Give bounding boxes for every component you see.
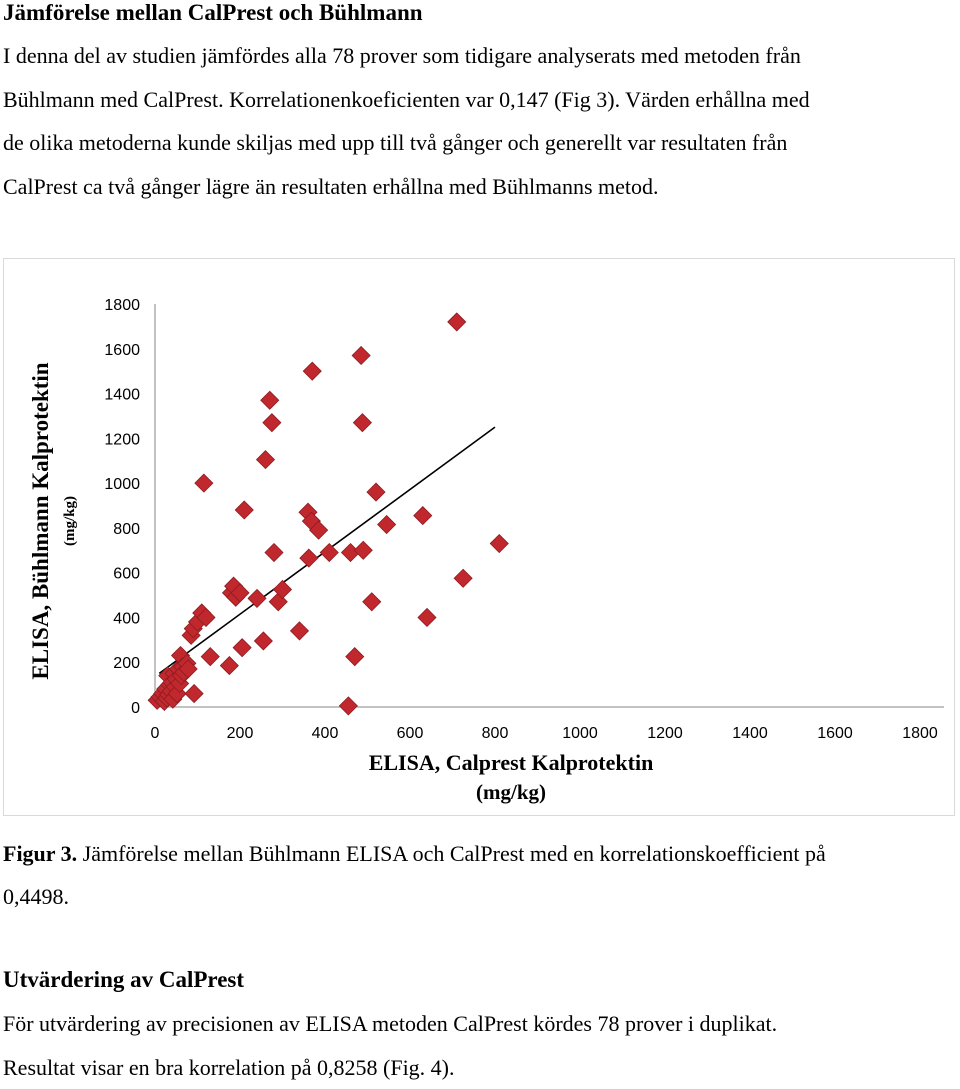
data-point xyxy=(219,656,239,676)
data-point xyxy=(351,345,371,366)
y-tick-label: 1600 xyxy=(104,342,140,359)
data-point xyxy=(234,500,254,520)
data-point xyxy=(253,631,273,651)
paragraph-line: I denna del av studien jämfördes alla 78… xyxy=(3,43,801,68)
y-tick-label: 0 xyxy=(131,700,140,717)
data-point xyxy=(345,647,365,667)
paragraph-line: de olika metoderna kunde skiljas med upp… xyxy=(3,130,788,156)
x-tick-label: 1400 xyxy=(732,725,768,742)
x-tick-label: 200 xyxy=(227,725,254,742)
y-tick-label: 400 xyxy=(113,610,140,627)
data-point xyxy=(184,684,204,704)
y-tick-label: 200 xyxy=(113,655,140,672)
data-point xyxy=(413,506,433,526)
y-tick-label: 1000 xyxy=(104,476,140,493)
x-tick-label: 1600 xyxy=(817,725,853,742)
figure-caption: Figur 3. Jämförelse mellan Bühlmann ELIS… xyxy=(3,832,960,918)
data-point xyxy=(230,583,250,603)
data-point xyxy=(417,607,437,628)
y-tick-label: 600 xyxy=(113,566,140,583)
chart-axes xyxy=(154,304,944,708)
x-tick-label: 1800 xyxy=(902,725,938,742)
data-point xyxy=(255,450,276,470)
y-axis-label: ELISA, Bühlmann Kalprotektin xyxy=(28,362,53,679)
figure-3-chart: 0 200 400 600 800 1000 1200 1400 1600 1800 0 200 40… xyxy=(3,258,955,816)
data-point xyxy=(299,548,319,568)
section-heading-evaluation: Utvärdering av CalPrest xyxy=(3,967,245,992)
x-axis-label: ELISA, Calprest Kalprotektin xyxy=(369,750,654,775)
caption-text: Jämförelse mellan Bühlmann ELISA och Cal… xyxy=(77,841,826,866)
caption-label: Figur 3. xyxy=(3,841,78,866)
data-point xyxy=(447,312,467,332)
data-point xyxy=(289,621,310,641)
x-axis-unit: (mg/kg) xyxy=(476,780,546,804)
data-point xyxy=(309,520,329,540)
data-point xyxy=(247,588,267,608)
evaluation-paragraph: För utvärdering av precisionen av ELISA … xyxy=(3,1002,960,1089)
data-point xyxy=(194,473,214,493)
y-tick-label: 800 xyxy=(113,521,140,538)
data-point xyxy=(200,647,220,667)
data-point xyxy=(262,413,282,433)
data-point xyxy=(362,592,382,612)
section-heading-comparison: Jämförelse mellan CalPrest och Bühlmann xyxy=(3,0,423,25)
data-point xyxy=(272,579,293,600)
data-point xyxy=(178,659,198,679)
data-point xyxy=(453,568,473,588)
data-point xyxy=(264,542,284,563)
data-point xyxy=(196,607,216,628)
x-tick-labels: 0 200 400 600 800 1000 1200 1400 1600 1800 xyxy=(151,725,938,742)
data-point xyxy=(366,482,386,502)
scatter-chart: 0 200 400 600 800 1000 1200 1400 1600 1800 0 200 40… xyxy=(28,297,944,804)
paragraph-line: Resultat visar en bra korrelation på 0,8… xyxy=(3,1054,455,1080)
data-point xyxy=(353,540,373,560)
y-tick-label: 1400 xyxy=(104,387,140,404)
y-tick-label: 1800 xyxy=(104,297,140,314)
x-tick-label: 600 xyxy=(397,725,424,742)
x-tick-label: 1200 xyxy=(647,725,683,742)
caption-line-2: 0,4498. xyxy=(3,884,69,909)
y-tick-label: 1200 xyxy=(104,431,140,448)
data-point xyxy=(352,413,372,433)
data-point xyxy=(302,361,322,381)
x-tick-label: 800 xyxy=(482,725,509,742)
paragraph-line: Bühlmann med CalPrest. Korrelationenkoef… xyxy=(3,86,810,112)
paragraph-line: För utvärdering av precisionen av ELISA … xyxy=(3,1011,778,1036)
comparison-paragraph: I denna del av studien jämfördes alla 78… xyxy=(3,34,960,208)
data-point xyxy=(338,696,358,716)
data-point xyxy=(232,638,252,658)
data-point xyxy=(260,390,280,410)
data-point xyxy=(319,542,339,563)
y-axis-unit: (mg/kg) xyxy=(62,496,78,546)
y-tick-labels: 0 200 400 600 800 1000 1200 1400 1600 1800 xyxy=(104,297,140,717)
caption-line: Figur 3. Jämförelse mellan Bühlmann ELIS… xyxy=(3,832,960,875)
data-points xyxy=(147,312,509,716)
paragraph-line: CalPrest ca två gånger lägre än resultat… xyxy=(3,173,659,199)
x-tick-label: 400 xyxy=(312,725,339,742)
x-tick-label: 1000 xyxy=(562,725,598,742)
data-point xyxy=(489,533,509,554)
x-tick-label: 0 xyxy=(151,725,160,742)
data-point xyxy=(377,514,397,535)
